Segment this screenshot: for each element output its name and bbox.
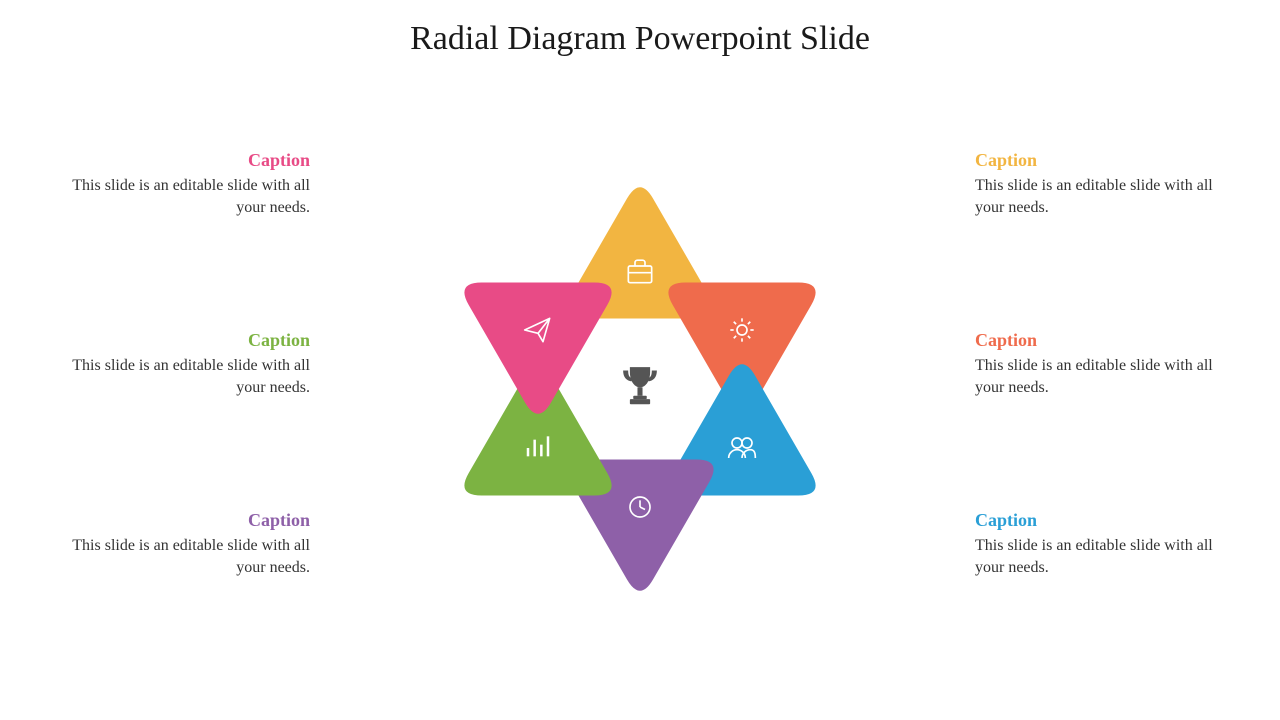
caption-body: This slide is an editable slide with all…	[60, 535, 310, 578]
caption-seg-bottom: Caption This slide is an editable slide w…	[60, 510, 310, 578]
caption-title: Caption	[60, 330, 310, 351]
caption-body: This slide is an editable slide with all…	[975, 535, 1225, 578]
caption-body: This slide is an editable slide with all…	[60, 175, 310, 218]
caption-title: Caption	[60, 150, 310, 171]
paperplane-icon	[518, 310, 558, 350]
caption-body: This slide is an editable slide with all…	[60, 355, 310, 398]
caption-body: This slide is an editable slide with all…	[975, 175, 1225, 218]
caption-seg-bottom-right: Caption This slide is an editable slide w…	[975, 510, 1225, 578]
caption-title: Caption	[975, 330, 1225, 351]
page-title: Radial Diagram Powerpoint Slide	[0, 20, 1280, 58]
caption-seg-top: Caption This slide is an editable slide w…	[975, 150, 1225, 218]
caption-seg-top-right: Caption This slide is an editable slide w…	[975, 330, 1225, 398]
caption-body: This slide is an editable slide with all…	[975, 355, 1225, 398]
caption-seg-bottom-left: Caption This slide is an editable slide w…	[60, 330, 310, 398]
seg-top-left	[423, 215, 653, 445]
caption-seg-top-left: Caption This slide is an editable slide w…	[60, 150, 310, 218]
caption-title: Caption	[975, 150, 1225, 171]
radial-diagram	[400, 149, 880, 629]
caption-title: Caption	[60, 510, 310, 531]
caption-title: Caption	[975, 510, 1225, 531]
